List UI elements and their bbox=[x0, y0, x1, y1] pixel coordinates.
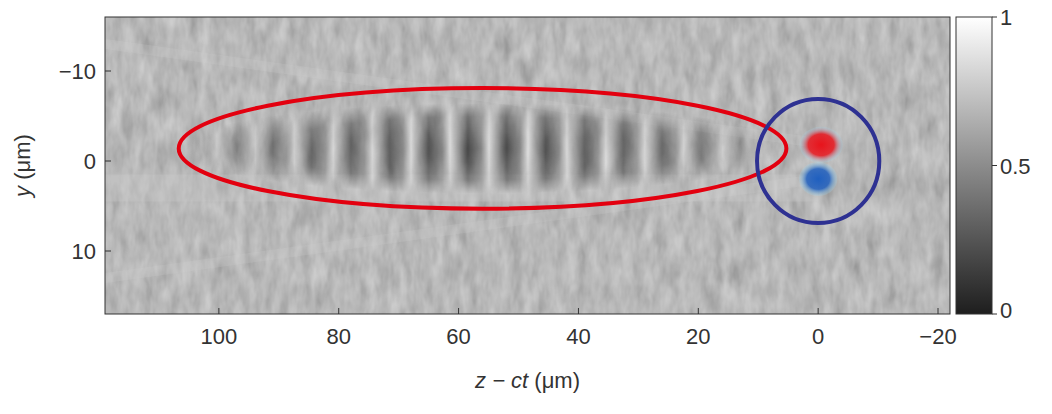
x-tick-label: 100 bbox=[201, 324, 238, 349]
colorbar bbox=[956, 17, 992, 314]
x-tick bbox=[938, 308, 939, 314]
x-tick bbox=[698, 308, 699, 314]
y-tick-label: 10 bbox=[72, 239, 96, 264]
x-tick-label: 0 bbox=[812, 324, 824, 349]
y-tick bbox=[105, 251, 111, 252]
field-lobe bbox=[800, 127, 843, 163]
x-tick-label: 40 bbox=[566, 324, 590, 349]
x-tick-label: 20 bbox=[686, 324, 710, 349]
colorbar-tick bbox=[992, 165, 997, 166]
colorbar-tick-label: 0 bbox=[1000, 298, 1012, 323]
x-tick-label: 60 bbox=[446, 324, 470, 349]
y-tick bbox=[105, 71, 111, 72]
x-tick-label: 80 bbox=[326, 324, 350, 349]
x-axis-title: z − ct (μm) bbox=[474, 368, 580, 393]
colorbar-tick-label: 1 bbox=[1000, 5, 1012, 30]
colorbar-tick bbox=[992, 314, 997, 315]
label-part: (μm) bbox=[10, 134, 35, 180]
image-area bbox=[105, 17, 950, 314]
label-part: (μm) bbox=[534, 368, 580, 393]
annotation-ellipse bbox=[179, 88, 787, 209]
x-tick bbox=[338, 308, 339, 314]
x-tick bbox=[578, 308, 579, 314]
plot-frame bbox=[105, 17, 950, 314]
x-tick bbox=[818, 308, 819, 314]
y-axis-title: y (μm) bbox=[10, 134, 35, 199]
y-tick-label: 0 bbox=[84, 149, 96, 174]
image-texture bbox=[105, 17, 950, 314]
image-background bbox=[105, 17, 950, 314]
x-tick bbox=[458, 308, 459, 314]
wake-fringes bbox=[105, 17, 950, 314]
annotation-ellipse bbox=[757, 99, 879, 223]
label-part: z − ct bbox=[474, 368, 534, 393]
field-lobe bbox=[799, 162, 837, 196]
x-tick bbox=[218, 308, 219, 314]
colorbar-tick bbox=[992, 17, 997, 18]
y-tick bbox=[105, 161, 111, 162]
label-part: y bbox=[10, 180, 35, 199]
x-tick-label: −20 bbox=[919, 324, 956, 349]
colorbar-tick-label: 0.5 bbox=[1000, 154, 1031, 179]
figure: 100806040200−20−10010z − ct (μm)y (μm)00… bbox=[0, 0, 1052, 414]
y-tick-label: −10 bbox=[59, 59, 96, 84]
